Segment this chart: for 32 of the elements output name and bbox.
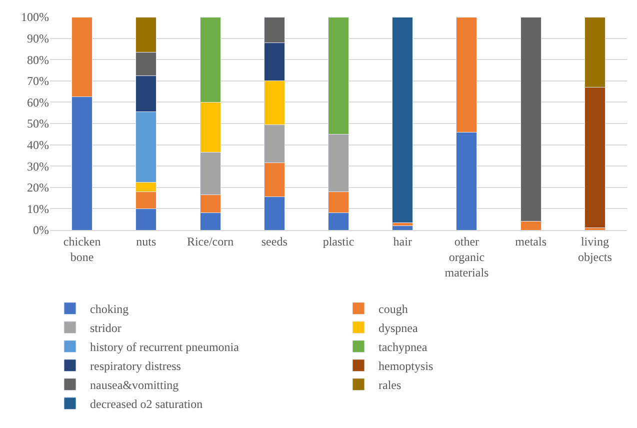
legend-label: decreased o2 saturation <box>90 397 203 412</box>
y-tick-label: 10% <box>27 202 49 216</box>
y-tick-label: 40% <box>27 138 49 152</box>
legend-label: respiratory distress <box>90 359 182 374</box>
legend-label: hemoptysis <box>378 359 434 374</box>
bar <box>392 17 414 223</box>
legend-label: history of recurrent pneumonia <box>90 340 240 354</box>
x-tick-label: plastic <box>322 234 354 248</box>
y-tick-label: 30% <box>27 159 49 174</box>
y-tick-label: 0% <box>33 223 49 238</box>
x-tick-label: Rice/corn <box>186 234 234 248</box>
legend-label: rales <box>378 378 402 392</box>
legend-label: tachypnea <box>378 340 428 354</box>
x-tick-label: other organic materials <box>444 234 490 280</box>
y-tick-label: 80% <box>27 52 49 67</box>
legend-label: choking <box>90 302 129 316</box>
y-tick-label: 90% <box>27 32 49 46</box>
legend-label: dyspnea <box>378 321 418 336</box>
y-tick-label: 60% <box>27 95 49 110</box>
legend-label: nausea&vomitting <box>90 378 179 392</box>
y-tick-label: 100% <box>21 10 49 24</box>
y-tick-label: 70% <box>27 74 49 88</box>
x-tick-label: hair <box>393 234 412 248</box>
legend-label: cough <box>378 302 408 316</box>
legend-label: stridor <box>90 321 122 336</box>
x-tick-label: seeds <box>261 234 288 248</box>
x-tick-label: nuts <box>136 234 156 248</box>
x-tick-label: chicken bone <box>63 234 101 264</box>
y-tick-label: 50% <box>27 116 49 131</box>
x-tick-label: living objects <box>578 234 612 264</box>
y-tick-label: 20% <box>27 180 49 195</box>
x-tick-label: metals <box>515 234 547 248</box>
